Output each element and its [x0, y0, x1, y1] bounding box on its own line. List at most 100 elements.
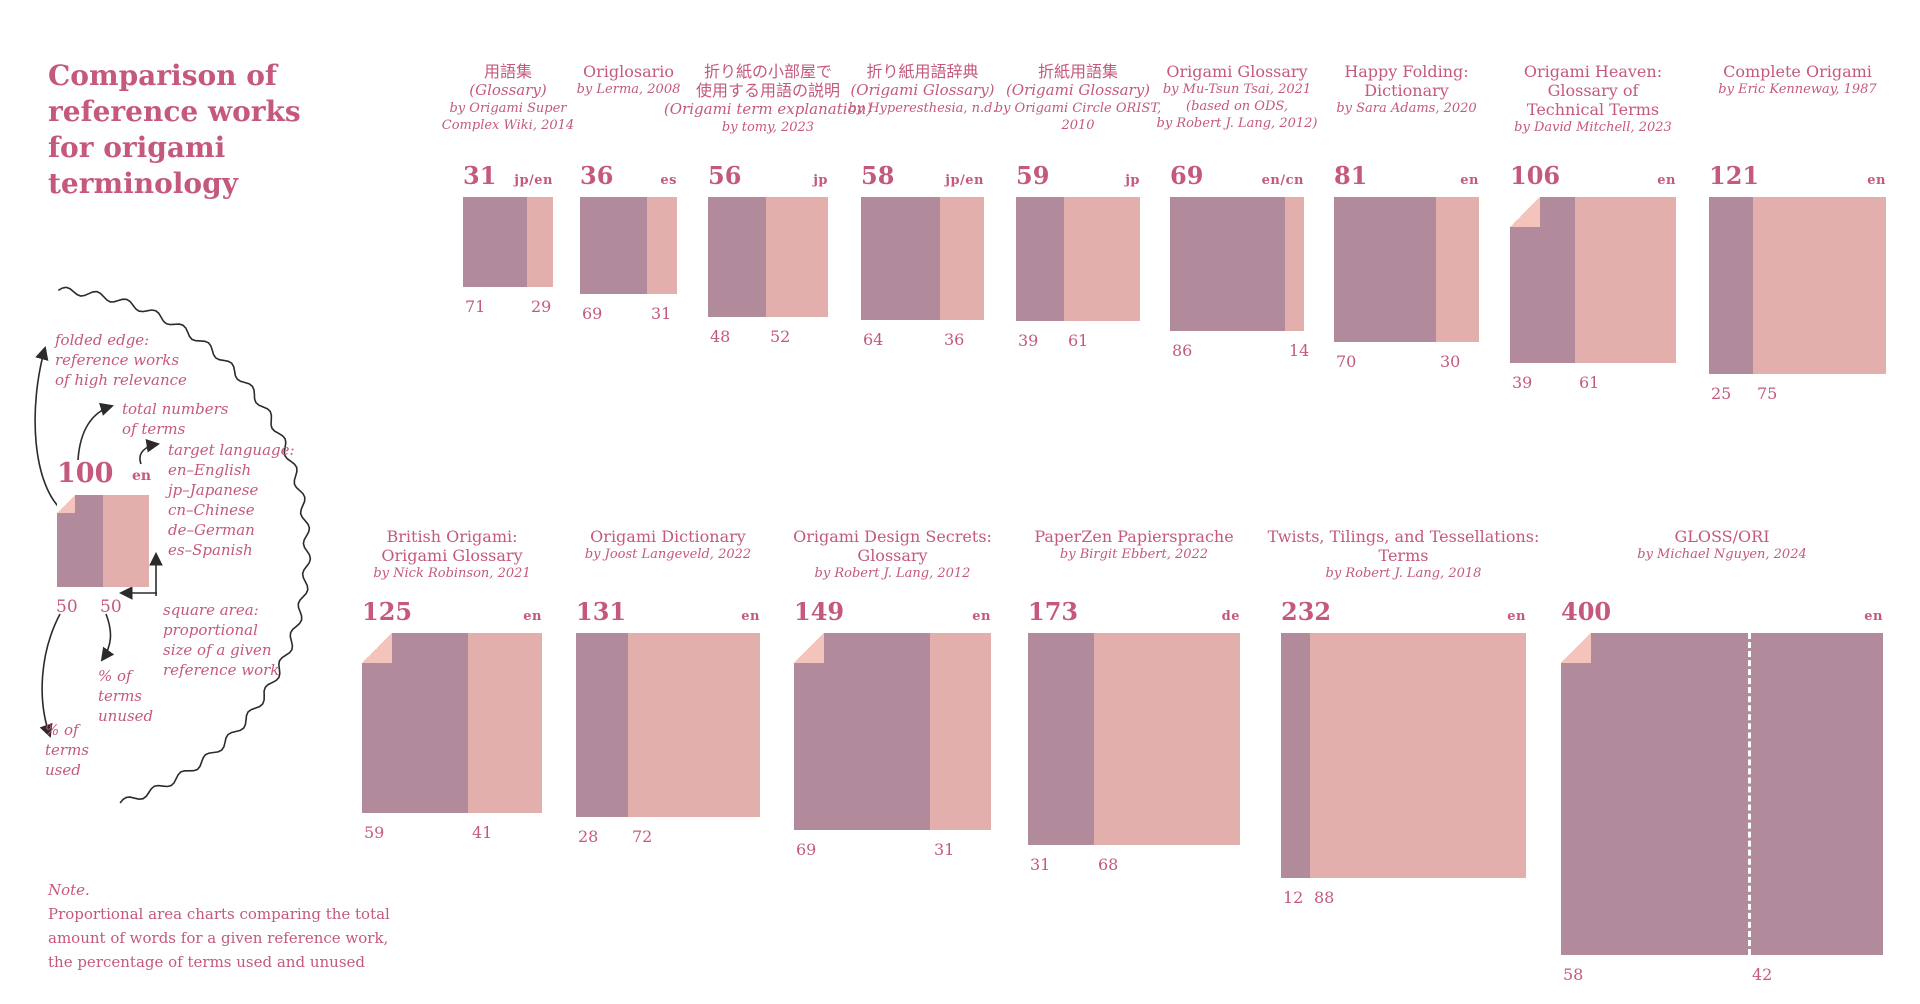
chart-byline: by Robert J. Lang, 2012: [814, 566, 971, 581]
chart-subtitle: (Origami term explanation): [663, 100, 873, 118]
language-tag: jp/en: [945, 173, 984, 188]
term-count: 125: [362, 597, 413, 626]
term-count-row: 56 jp: [708, 161, 828, 191]
language-tag: en: [1507, 609, 1526, 624]
chart-header: Twists, Tilings, and Tessellations: Term…: [1254, 527, 1554, 582]
chart-title: Complete Origami: [1723, 62, 1872, 81]
unused-percent-label: 29: [531, 297, 552, 316]
term-count: 106: [1510, 161, 1561, 190]
chart-title: 用語集: [483, 62, 532, 81]
term-count: 36: [580, 161, 614, 190]
term-count: 56: [708, 161, 742, 190]
used-percent-label: 39: [1018, 331, 1039, 350]
used-area: [708, 197, 766, 317]
used-area: [1709, 197, 1753, 374]
used-percent-label: 59: [364, 823, 385, 842]
folded-corner-icon: [362, 633, 392, 663]
used-percent-label: 48: [710, 327, 731, 346]
used-percent-label: 39: [1512, 373, 1533, 392]
term-count: 131: [576, 597, 627, 626]
area-square: [1016, 197, 1140, 321]
term-count: 69: [1170, 161, 1204, 190]
language-tag: en: [972, 609, 991, 624]
chart-title: PaperZen Papiersprache: [1034, 527, 1234, 546]
unused-percent-label: 88: [1314, 888, 1335, 907]
chart-title: Origami Glossary: [1166, 62, 1308, 81]
used-percent-label: 70: [1336, 352, 1357, 371]
legend-total-terms-label: total numbers of terms: [122, 400, 229, 438]
language-tag: en: [1867, 173, 1886, 188]
folded-corner-icon: [1510, 197, 1540, 227]
used-area: [861, 197, 940, 320]
chart-byline: by Lerma, 2008: [576, 82, 681, 97]
chart-header: British Origami: Origami Glossary by Nick…: [302, 527, 602, 582]
used-percent-label: 58: [1563, 965, 1584, 984]
unused-percent-label: 52: [770, 327, 791, 346]
area-square: [576, 633, 760, 817]
arrow-pct-used: [39, 613, 61, 738]
chart-byline: by Robert J. Lang, 2018: [1325, 566, 1482, 581]
legend-pct-unused-label: % of terms unused: [98, 667, 154, 725]
arrow-total-terms: [77, 402, 114, 461]
language-tag: en: [1864, 609, 1883, 624]
chart-byline: by Nick Robinson, 2021: [373, 566, 531, 581]
language-tag: jp: [1125, 173, 1140, 188]
language-tag: en: [523, 609, 542, 624]
unused-percent-label: 68: [1098, 855, 1119, 874]
chart-header: Origlosario by Lerma, 2008: [509, 62, 749, 98]
term-count: 59: [1016, 161, 1050, 190]
language-tag: en: [1460, 173, 1479, 188]
chart-title: Origami Design Secrets: Glossary: [793, 527, 992, 565]
term-count-row: 149 en: [794, 597, 991, 627]
note-label: Note.: [48, 881, 90, 899]
chart-title: Twists, Tilings, and Tessellations: Term…: [1267, 527, 1540, 565]
legend-example-square: [57, 495, 149, 587]
area-square: [1028, 633, 1240, 845]
used-area: [1016, 197, 1064, 321]
chart-byline: by Sara Adams, 2020: [1336, 101, 1477, 116]
chart-subtitle: (Glossary): [469, 81, 547, 99]
unused-percent-label: 41: [472, 823, 493, 842]
term-count-row: 121 en: [1709, 161, 1886, 191]
legend-folded-edge-label: folded edge: reference works of high rel…: [55, 331, 187, 389]
area-square: [1561, 633, 1883, 955]
chart-title: Happy Folding: Dictionary: [1344, 62, 1469, 100]
chart-byline: by Mu-Tsun Tsai, 2021 (based on ODS, by …: [1156, 82, 1318, 131]
chart-byline: by tomy, 2023: [721, 120, 815, 135]
area-square: [580, 197, 677, 294]
term-count-row: 31 jp/en: [463, 161, 553, 191]
used-percent-label: 25: [1711, 384, 1732, 403]
area-square: [794, 633, 991, 830]
used-percent-label: 71: [465, 297, 486, 316]
chart-byline: by Hyperesthesia, n.d.: [848, 101, 997, 116]
term-count: 400: [1561, 597, 1612, 626]
language-tag: en: [741, 609, 760, 624]
note-text: Proportional area charts comparing the t…: [48, 905, 390, 971]
area-square: [1510, 197, 1676, 363]
language-tag: jp: [813, 173, 828, 188]
used-area: [463, 197, 527, 287]
chart-byline: by Michael Nguyen, 2024: [1637, 547, 1807, 562]
chart-header: Origami Glossary by Mu-Tsun Tsai, 2021 (b…: [1117, 62, 1357, 132]
used-percent-label: 64: [863, 330, 884, 349]
term-count: 149: [794, 597, 845, 626]
term-count: 173: [1028, 597, 1079, 626]
term-count: 232: [1281, 597, 1332, 626]
language-tag: de: [1221, 609, 1240, 624]
note-block: Note. Proportional area charts comparing…: [48, 878, 390, 974]
legend-folded-corner-icon: [57, 495, 75, 513]
dashed-fold-line: [1748, 633, 1751, 955]
unused-percent-label: 31: [934, 840, 955, 859]
used-percent-label: 31: [1030, 855, 1051, 874]
term-count-row: 173 de: [1028, 597, 1240, 627]
chart-title: Origami Dictionary: [590, 527, 746, 546]
chart-byline: by Origami Super Complex Wiki, 2014: [441, 101, 575, 133]
chart-header: GLOSS/ORI by Michael Nguyen, 2024: [1572, 527, 1872, 563]
unused-percent-label: 30: [1440, 352, 1461, 371]
chart-title: 折り紙の小部屋で 使用する用語の説明: [695, 62, 840, 100]
chart-title: 折紙用語集: [1037, 62, 1118, 81]
term-count-row: 69 en/cn: [1170, 161, 1304, 191]
chart-header: 折紙用語集 (Origami Glossary) by Origami Circle…: [958, 62, 1198, 134]
used-percent-label: 86: [1172, 341, 1193, 360]
legend-square-area-label: square area: proportional size of a give…: [163, 601, 280, 679]
